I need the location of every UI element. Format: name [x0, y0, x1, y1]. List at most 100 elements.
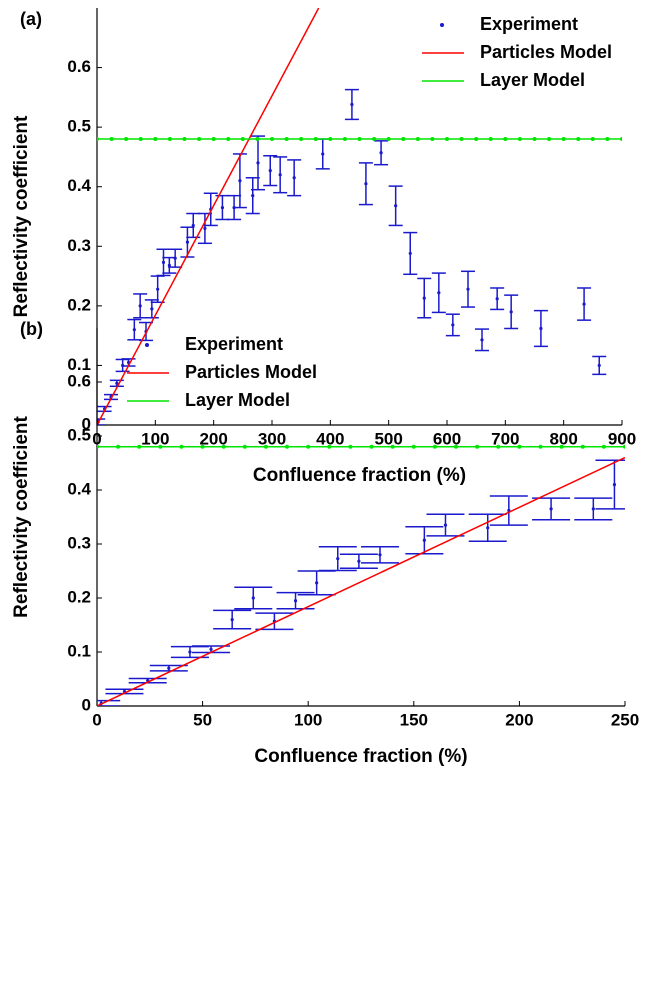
y-axis-title: Reflectivity coefficient: [11, 115, 32, 317]
marker: [221, 444, 226, 449]
error-bar: [577, 287, 592, 321]
error-bar: [162, 256, 177, 274]
marker: [327, 444, 332, 449]
marker: [601, 444, 606, 449]
error-bar: [344, 88, 359, 121]
point: [379, 151, 383, 155]
y-tick-label: 0.5: [67, 425, 91, 444]
marker: [411, 444, 416, 449]
error-bar: [197, 212, 212, 245]
point: [138, 304, 142, 308]
point: [132, 328, 136, 332]
point: [612, 483, 617, 487]
point: [185, 240, 190, 244]
point: [115, 381, 119, 385]
error-bar: [287, 159, 302, 197]
error-bar: [595, 459, 625, 510]
x-tick-label: 150: [400, 710, 428, 729]
error-bar: [213, 609, 252, 630]
y-tick-label: 0.3: [67, 533, 91, 552]
error-bar: [532, 497, 571, 521]
x-tick-label: 100: [294, 710, 322, 729]
error-bar: [374, 140, 389, 166]
marker: [167, 137, 172, 142]
point: [378, 553, 382, 557]
error-bar: [234, 586, 273, 610]
point: [451, 323, 455, 327]
y-tick-label: 0.2: [67, 587, 91, 606]
x-tick-label: 50: [193, 710, 212, 729]
point: [150, 307, 154, 311]
marker: [153, 137, 158, 142]
point: [278, 173, 282, 177]
marker: [255, 137, 260, 142]
error-bar: [358, 162, 373, 206]
marker: [538, 444, 543, 449]
error-bar: [150, 275, 165, 304]
point: [486, 526, 490, 530]
point: [191, 223, 195, 228]
point: [161, 260, 166, 264]
x-tick-label: 0: [92, 710, 101, 729]
marker: [116, 444, 121, 449]
y-tick-label: 0.6: [67, 57, 91, 76]
point: [495, 297, 499, 301]
point: [173, 256, 177, 260]
point: [350, 102, 354, 107]
marker: [306, 444, 311, 449]
marker: [200, 444, 205, 449]
marker: [559, 444, 564, 449]
x-tick-label: 500: [374, 429, 402, 448]
error-bar: [144, 299, 159, 319]
marker: [357, 137, 362, 142]
marker: [299, 137, 304, 142]
marker: [503, 137, 508, 142]
marker: [284, 137, 289, 142]
marker: [488, 137, 493, 142]
point: [167, 666, 171, 670]
point: [293, 599, 298, 603]
marker: [576, 137, 581, 142]
error-bar: [461, 270, 475, 308]
marker: [623, 444, 625, 449]
point: [292, 176, 296, 180]
point: [466, 287, 470, 291]
marker: [342, 137, 347, 142]
panel-label: (a): [20, 9, 42, 29]
model-line: [97, 8, 320, 425]
marker: [182, 137, 187, 142]
y-tick-label: 0.4: [67, 479, 91, 498]
point: [203, 226, 207, 231]
error-bar: [592, 355, 607, 376]
marker: [109, 137, 114, 142]
error-bar: [156, 248, 171, 277]
panel: 0 50 100 150 200 250 0 0.1 0.2 0.3 0.4 0.5 0.6 Conflu…: [11, 319, 639, 767]
legend-label: Experiment: [185, 334, 283, 354]
point: [549, 507, 553, 511]
marker: [242, 444, 247, 449]
marker: [432, 444, 437, 449]
point: [251, 596, 255, 600]
x-tick-label: 100: [141, 429, 169, 448]
error-bar: [109, 379, 124, 388]
marker: [124, 137, 129, 142]
marker: [348, 444, 353, 449]
marker: [547, 137, 552, 142]
marker: [580, 444, 585, 449]
marker: [179, 444, 184, 449]
marker: [138, 137, 143, 142]
x-tick-label: 300: [258, 429, 286, 448]
x-tick-label: 700: [491, 429, 519, 448]
point: [256, 161, 260, 165]
point: [315, 581, 319, 585]
marker: [590, 137, 595, 142]
error-bar: [318, 545, 357, 572]
marker: [137, 444, 142, 449]
point: [167, 263, 171, 267]
model-line: [97, 456, 625, 706]
legend-label: Layer Model: [185, 390, 290, 410]
error-bar: [168, 248, 183, 268]
y-tick-label: 0.6: [67, 371, 91, 390]
error-bar: [431, 272, 446, 314]
marker: [415, 137, 420, 142]
